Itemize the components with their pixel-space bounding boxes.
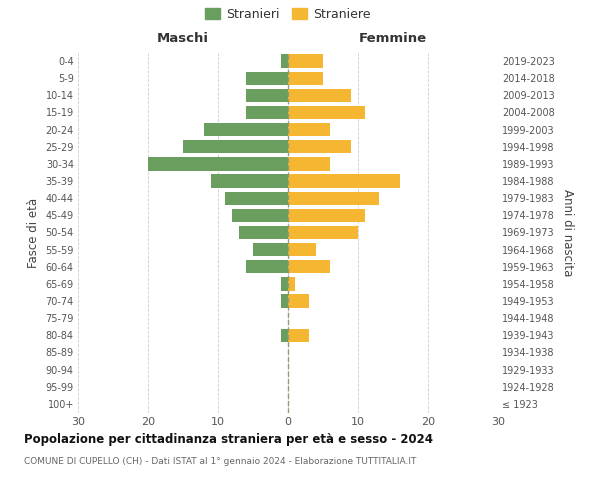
Bar bbox=[281, 328, 288, 342]
Bar bbox=[148, 157, 288, 170]
Bar bbox=[239, 226, 288, 239]
Text: Maschi: Maschi bbox=[157, 32, 209, 45]
Bar bbox=[288, 106, 365, 119]
Bar bbox=[288, 54, 323, 68]
Bar bbox=[232, 208, 288, 222]
Text: Femmine: Femmine bbox=[359, 32, 427, 45]
Bar bbox=[288, 243, 316, 256]
Bar bbox=[246, 260, 288, 274]
Bar bbox=[288, 123, 330, 136]
Bar bbox=[211, 174, 288, 188]
Bar bbox=[288, 192, 379, 205]
Bar bbox=[281, 277, 288, 290]
Bar bbox=[288, 72, 323, 85]
Bar bbox=[246, 106, 288, 119]
Bar bbox=[288, 260, 330, 274]
Y-axis label: Anni di nascita: Anni di nascita bbox=[562, 189, 574, 276]
Bar bbox=[246, 88, 288, 102]
Legend: Stranieri, Straniere: Stranieri, Straniere bbox=[200, 3, 376, 26]
Bar bbox=[225, 192, 288, 205]
Bar bbox=[253, 243, 288, 256]
Bar bbox=[288, 157, 330, 170]
Text: Popolazione per cittadinanza straniera per età e sesso - 2024: Popolazione per cittadinanza straniera p… bbox=[24, 432, 433, 446]
Bar bbox=[246, 72, 288, 85]
Bar bbox=[288, 88, 351, 102]
Bar bbox=[281, 294, 288, 308]
Bar bbox=[288, 277, 295, 290]
Bar bbox=[204, 123, 288, 136]
Bar bbox=[183, 140, 288, 153]
Bar bbox=[288, 140, 351, 153]
Text: COMUNE DI CUPELLO (CH) - Dati ISTAT al 1° gennaio 2024 - Elaborazione TUTTITALIA: COMUNE DI CUPELLO (CH) - Dati ISTAT al 1… bbox=[24, 458, 416, 466]
Bar bbox=[281, 54, 288, 68]
Y-axis label: Fasce di età: Fasce di età bbox=[27, 198, 40, 268]
Bar bbox=[288, 294, 309, 308]
Bar bbox=[288, 174, 400, 188]
Bar bbox=[288, 328, 309, 342]
Bar bbox=[288, 226, 358, 239]
Bar bbox=[288, 208, 365, 222]
